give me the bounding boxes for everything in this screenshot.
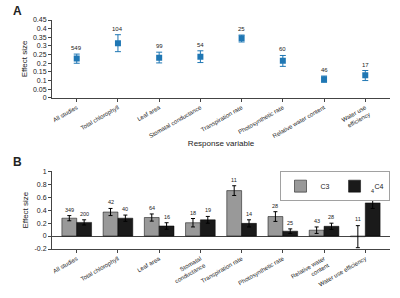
svg-text:1: 1 [43,168,47,175]
svg-text:549: 549 [71,45,82,51]
svg-text:-0.2: -0.2 [35,245,47,252]
svg-text:104: 104 [112,26,123,32]
svg-text:A: A [13,4,22,18]
svg-text:0.4: 0.4 [37,207,47,214]
svg-text:Relative water content: Relative water content [272,104,327,139]
svg-text:99: 99 [156,43,163,49]
svg-text:11: 11 [355,216,361,222]
svg-text:C3: C3 [321,183,330,190]
svg-text:19: 19 [205,207,211,213]
svg-text:B: B [13,155,22,169]
svg-text:18: 18 [190,210,196,216]
svg-text:349: 349 [65,207,74,213]
svg-text:Leaf area: Leaf area [136,255,162,273]
svg-text:0.2: 0.2 [37,220,47,227]
svg-text:42: 42 [108,199,114,205]
svg-text:Water use efficiency: Water use efficiency [318,255,368,287]
svg-text:Photosynthetic rate: Photosynthetic rate [237,104,285,135]
svg-text:Total chlorophyll: Total chlorophyll [80,255,120,282]
svg-text:0.3: 0.3 [37,42,47,49]
svg-text:43: 43 [314,218,320,224]
svg-text:0.2: 0.2 [37,60,47,67]
svg-text:28: 28 [328,214,334,220]
svg-text:0.05: 0.05 [33,86,47,93]
svg-text:0.1: 0.1 [37,77,47,84]
svg-text:0.45: 0.45 [33,16,47,23]
svg-text:46: 46 [321,67,328,73]
svg-text:Response variable: Response variable [188,139,255,148]
svg-text:14: 14 [246,211,252,217]
svg-text:Stomatal conductance: Stomatal conductance [148,104,203,139]
svg-text:Transpiration rate: Transpiration rate [200,255,244,284]
svg-text:0.35: 0.35 [33,34,47,41]
svg-text:17: 17 [362,62,369,68]
svg-text:0: 0 [43,94,47,101]
svg-text:40: 40 [122,206,128,212]
svg-text:25: 25 [287,220,293,226]
svg-text:Transpiration rate: Transpiration rate [200,104,244,133]
svg-text:0.6: 0.6 [37,194,47,201]
svg-text:28: 28 [272,203,278,209]
svg-text:0.25: 0.25 [33,51,47,58]
svg-text:0.15: 0.15 [33,68,47,75]
svg-text:Relative watercontent: Relative watercontent [290,255,330,286]
svg-text:64: 64 [149,205,155,211]
svg-text:11: 11 [231,177,237,183]
svg-text:0: 0 [43,232,47,239]
svg-text:60: 60 [279,46,286,52]
svg-text:Water useefficiency: Water useefficiency [341,104,372,130]
svg-text:Effect size: Effect size [21,191,30,228]
svg-text:Total chlorophyll: Total chlorophyll [80,104,120,131]
svg-text:25: 25 [238,26,245,32]
svg-text:Stomatalconductance: Stomatalconductance [170,255,207,284]
svg-text:C4: C4 [375,183,384,190]
svg-text:All studies: All studies [52,255,79,274]
svg-text:4: 4 [371,188,374,194]
svg-text:All studies: All studies [52,104,79,123]
svg-text:54: 54 [197,42,204,48]
svg-text:16: 16 [164,214,170,220]
svg-text:0.4: 0.4 [37,25,47,32]
svg-text:0.8: 0.8 [37,181,47,188]
svg-text:200: 200 [80,211,89,217]
svg-text:Photosynthetic rate: Photosynthetic rate [237,255,285,286]
svg-text:Effect size: Effect size [20,40,29,77]
svg-text:Leaf area: Leaf area [136,104,162,122]
